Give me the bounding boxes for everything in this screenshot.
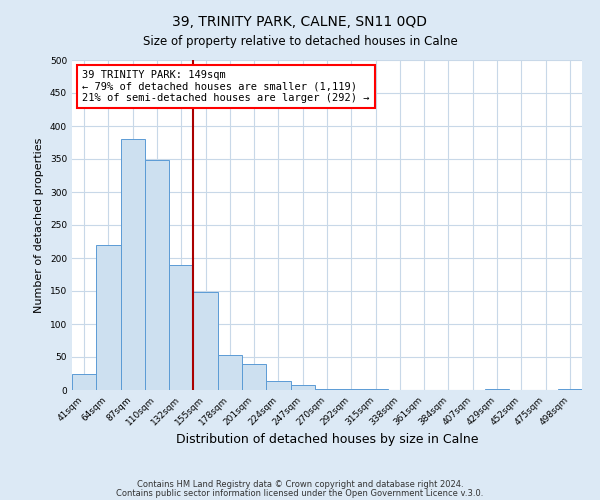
Bar xyxy=(121,139,145,390)
Bar xyxy=(290,386,315,390)
Bar xyxy=(266,382,290,390)
Bar xyxy=(315,388,339,390)
Y-axis label: Number of detached properties: Number of detached properties xyxy=(34,138,44,312)
Bar xyxy=(145,160,169,390)
Bar xyxy=(339,388,364,390)
Text: Size of property relative to detached houses in Calne: Size of property relative to detached ho… xyxy=(143,35,457,48)
Bar xyxy=(72,374,96,390)
Text: 39, TRINITY PARK, CALNE, SN11 0QD: 39, TRINITY PARK, CALNE, SN11 0QD xyxy=(173,15,427,29)
Bar xyxy=(169,264,193,390)
Text: Contains public sector information licensed under the Open Government Licence v.: Contains public sector information licen… xyxy=(116,488,484,498)
Bar xyxy=(218,355,242,390)
Text: Contains HM Land Registry data © Crown copyright and database right 2024.: Contains HM Land Registry data © Crown c… xyxy=(137,480,463,489)
Bar xyxy=(96,245,121,390)
Bar xyxy=(242,364,266,390)
Text: 39 TRINITY PARK: 149sqm
← 79% of detached houses are smaller (1,119)
21% of semi: 39 TRINITY PARK: 149sqm ← 79% of detache… xyxy=(82,70,370,103)
X-axis label: Distribution of detached houses by size in Calne: Distribution of detached houses by size … xyxy=(176,432,478,446)
Bar xyxy=(193,292,218,390)
